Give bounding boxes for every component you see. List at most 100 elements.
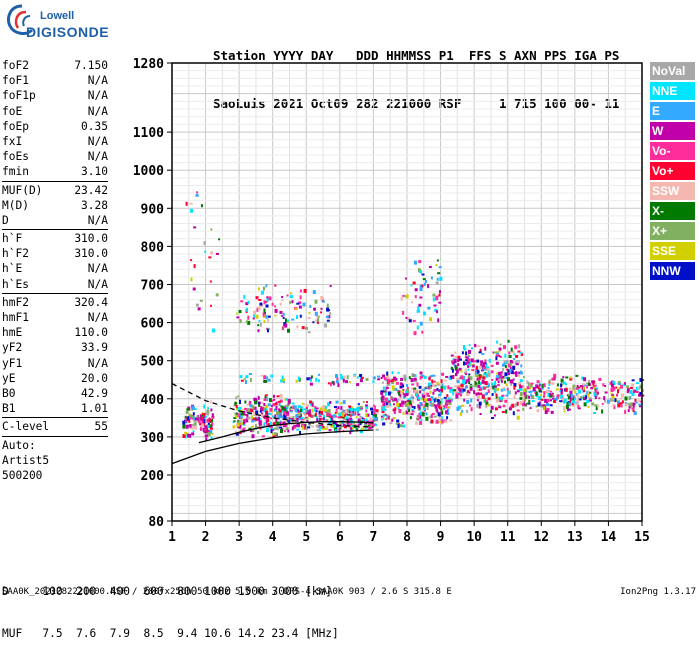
echo-point: [291, 418, 294, 422]
echo-point: [210, 304, 212, 307]
echo-point: [387, 400, 390, 404]
echo-point: [481, 353, 485, 355]
echo-point: [289, 407, 292, 411]
echo-point: [479, 413, 482, 415]
echo-point: [621, 393, 624, 398]
echo-point: [321, 405, 325, 409]
param-value: 7.150: [74, 59, 108, 72]
echo-point: [504, 372, 508, 377]
echo-point: [419, 420, 423, 425]
echo-point: [485, 400, 488, 403]
echo-point: [593, 412, 596, 414]
echo-point: [308, 413, 312, 417]
echo-point: [476, 377, 479, 381]
echo-point: [400, 377, 404, 381]
echo-point: [638, 393, 641, 397]
echo-point: [447, 406, 450, 409]
echo-point: [419, 402, 423, 406]
echo-point: [443, 385, 447, 390]
echo-point: [463, 347, 467, 351]
echo-point: [356, 383, 360, 387]
echo-point: [456, 406, 460, 411]
echo-point: [412, 399, 415, 403]
param-row: foF2 7.150: [2, 58, 108, 73]
echo-point: [301, 402, 304, 405]
echo-point: [265, 304, 269, 308]
echo-point: [635, 382, 639, 385]
echo-point: [444, 402, 448, 406]
echo-point: [592, 383, 595, 388]
echo-point: [430, 414, 433, 419]
echo-point: [504, 364, 507, 368]
echo-point: [205, 437, 208, 441]
echo-point: [418, 385, 422, 389]
echo-point: [631, 407, 635, 410]
echo-point: [312, 321, 315, 324]
version-label: Ion2Png 1.3.17: [620, 587, 696, 597]
echo-point: [561, 398, 565, 401]
echo-point: [435, 419, 439, 424]
echo-point: [616, 393, 618, 397]
echo-point: [203, 241, 206, 246]
echo-point: [414, 288, 418, 292]
echo-point: [291, 426, 294, 431]
echo-point: [208, 418, 211, 423]
echo-point: [457, 392, 461, 395]
echo-point: [417, 404, 420, 409]
echo-point: [393, 403, 395, 406]
echo-point: [389, 422, 393, 425]
echo-point: [274, 308, 278, 313]
echo-point: [444, 398, 447, 401]
echo-point: [484, 392, 488, 396]
echo-point: [311, 408, 314, 413]
echo-point: [196, 415, 199, 419]
echo-point: [504, 399, 508, 403]
echo-point: [338, 412, 342, 417]
echo-point: [619, 402, 623, 405]
echo-point: [468, 361, 472, 366]
echo-point: [203, 430, 207, 434]
echo-point: [287, 429, 290, 433]
echo-point: [290, 292, 292, 295]
echo-point: [299, 289, 302, 293]
echo-point: [264, 395, 267, 400]
echo-point: [454, 351, 457, 354]
echo-point: [394, 407, 397, 412]
echo-point: [237, 413, 241, 418]
echo-point: [563, 398, 567, 403]
echo-point: [359, 378, 363, 383]
echo-point: [464, 368, 467, 373]
echo-point: [324, 427, 328, 430]
echo-point: [340, 425, 343, 428]
echo-point: [469, 384, 473, 387]
echo-point: [332, 420, 336, 425]
echo-point: [617, 400, 620, 404]
echo-point: [483, 386, 487, 390]
echo-point: [299, 314, 302, 318]
echo-point: [196, 416, 200, 421]
echo-point: [286, 319, 290, 322]
echo-point: [449, 375, 452, 380]
param-value: 320.4: [74, 295, 108, 309]
echo-point: [182, 420, 186, 425]
echo-point: [496, 352, 499, 355]
echo-point: [604, 385, 607, 387]
echo-point: [432, 293, 436, 297]
param-row: MUF(D) 23.42: [2, 183, 108, 198]
echo-point: [467, 375, 470, 378]
echo-point: [190, 259, 193, 262]
legend-item-vo: Vo+: [650, 162, 695, 180]
param-label: M(D): [2, 198, 29, 212]
x-tick-label: 9: [437, 530, 445, 545]
echo-point: [458, 367, 462, 371]
echo-point: [315, 319, 318, 322]
echo-point: [269, 421, 272, 426]
echo-point: [484, 398, 487, 402]
echo-point: [239, 400, 241, 404]
echo-point: [360, 427, 364, 431]
echo-point: [395, 400, 398, 403]
echo-point: [506, 387, 509, 391]
echo-point: [522, 398, 525, 403]
echo-point: [631, 383, 635, 387]
echo-point: [520, 364, 523, 368]
